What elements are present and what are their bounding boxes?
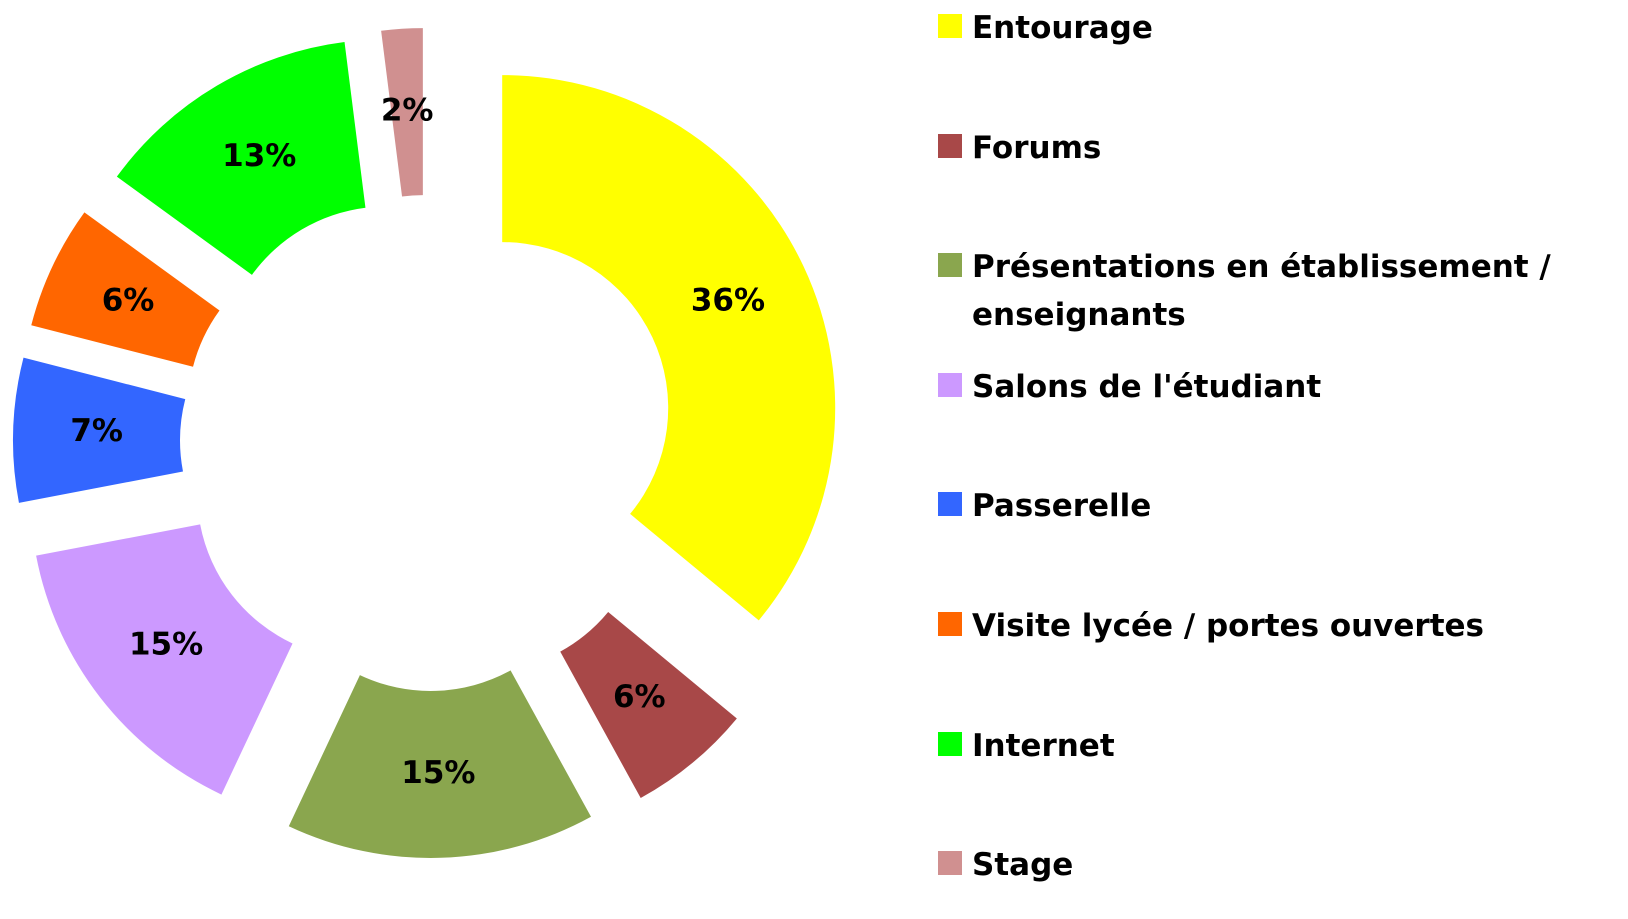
data-label: 6% [102, 282, 155, 318]
legend-item: Salons de l'étudiant [938, 363, 1618, 411]
data-label: 15% [401, 755, 475, 791]
legend-swatch [938, 133, 962, 158]
legend-swatch [938, 14, 962, 38]
chart: 36% 6% 15% 15% 7% 6% 13% 2% [13, 28, 836, 858]
data-label: 36% [691, 282, 765, 318]
legend-item: Stage [938, 841, 1618, 889]
data-label: 7% [70, 413, 123, 449]
donut-slice [13, 357, 186, 503]
data-label: 2% [381, 93, 434, 129]
legend-item: Internet [938, 722, 1618, 770]
legend-item: Passerelle [938, 482, 1618, 530]
donut-slice [381, 28, 423, 197]
legend-item: Forums [938, 124, 1618, 172]
legend-label: Stage [972, 847, 1074, 884]
legend-label: Présentations en établissement / enseign… [972, 249, 1551, 334]
legend-item: Entourage [938, 4, 1618, 52]
legend-swatch [938, 492, 962, 517]
legend-item: Présentations en établissement / enseign… [938, 243, 1618, 339]
data-label: 15% [129, 627, 203, 663]
legend-swatch [938, 372, 962, 397]
legend-swatch [938, 253, 962, 278]
legend-label: Passerelle [972, 488, 1152, 525]
legend-label: Visite lycée / portes ouvertes [972, 608, 1484, 644]
legend-label: Internet [972, 727, 1115, 764]
legend-item: Visite lycée / portes ouvertes [938, 602, 1618, 650]
legend-label: Entourage [972, 10, 1153, 46]
donut-slice [31, 212, 220, 367]
legend-swatch [938, 851, 962, 876]
donut-slice [502, 75, 836, 621]
legend-label: Forums [972, 129, 1102, 166]
donut-slice [288, 670, 591, 858]
data-label: 6% [613, 679, 666, 715]
legend-label: Salons de l'étudiant [972, 368, 1322, 405]
donut-slice [560, 611, 737, 798]
data-label: 13% [222, 138, 296, 174]
legend-swatch [938, 731, 962, 756]
donut-slice [116, 42, 366, 275]
legend-swatch [938, 612, 962, 636]
donut-slice [36, 524, 293, 795]
